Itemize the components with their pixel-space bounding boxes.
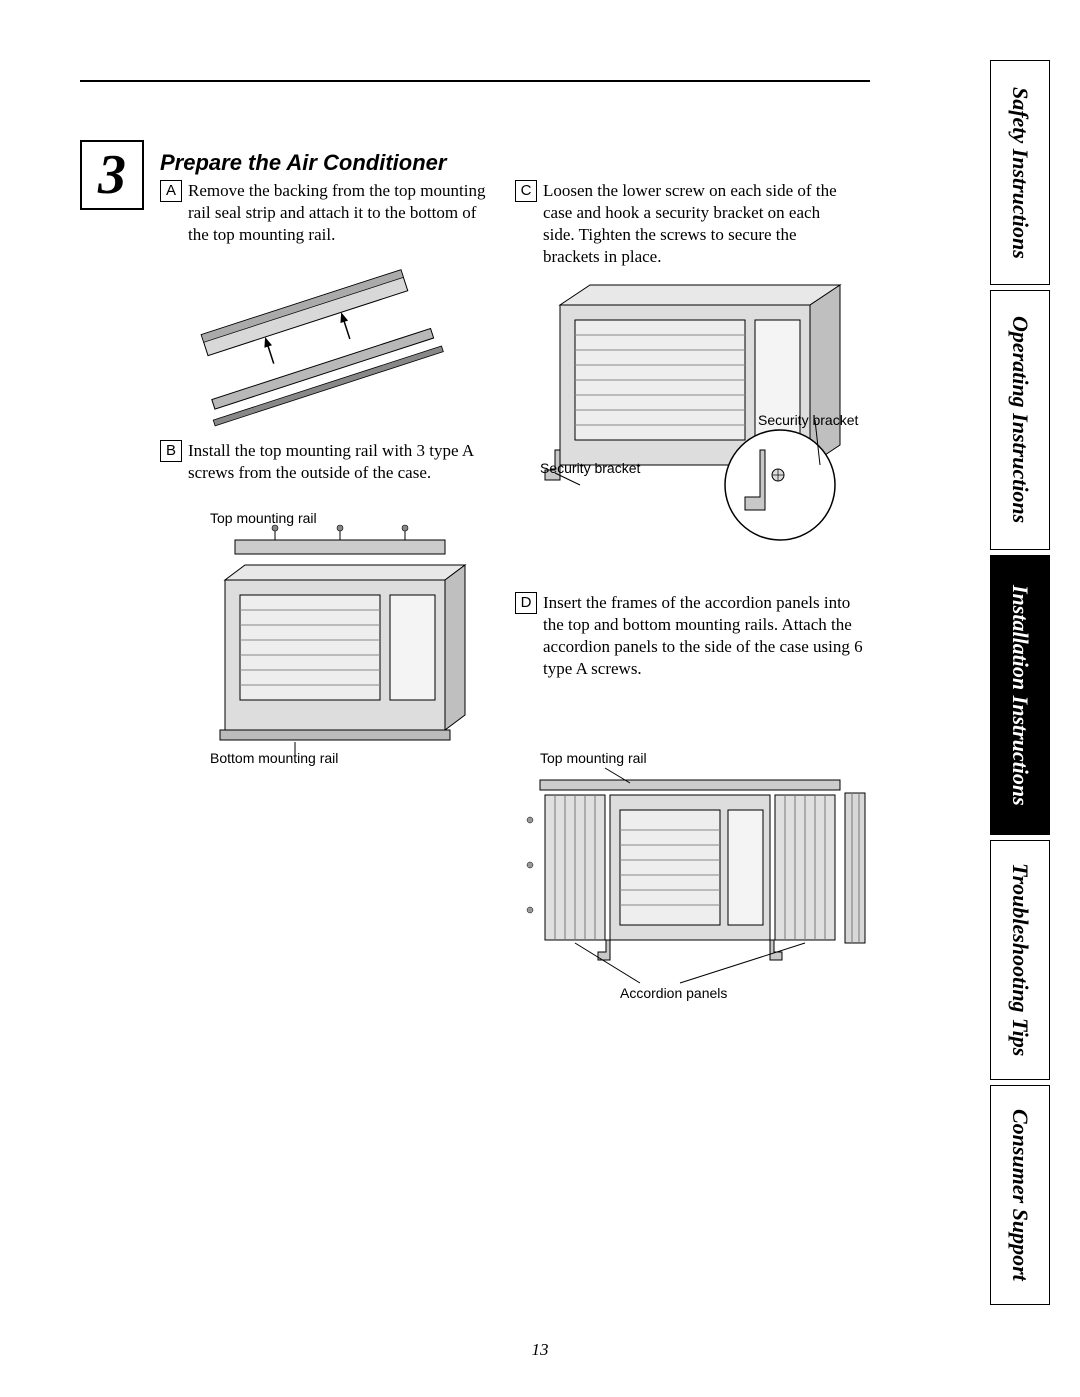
tab-label: Installation Instructions <box>1007 585 1033 806</box>
letter-box-c: C <box>515 180 537 202</box>
side-tabs: Safety Instructions Operating Instructio… <box>960 50 1080 1350</box>
tab-troubleshooting-tips[interactable]: Troubleshooting Tips <box>990 840 1050 1080</box>
figure-a <box>170 250 460 440</box>
rail-strip-illustration <box>170 250 460 440</box>
page-number: 13 <box>532 1340 549 1377</box>
tab-label: Troubleshooting Tips <box>1007 863 1033 1056</box>
tab-installation-instructions[interactable]: Installation Instructions <box>990 555 1050 835</box>
tab-operating-instructions[interactable]: Operating Instructions <box>990 290 1050 550</box>
label-security-bracket-right: Security bracket <box>758 412 858 428</box>
figure-b <box>195 510 475 760</box>
tab-consumer-support[interactable]: Consumer Support <box>990 1085 1050 1305</box>
instruction-a-text: Remove the backing from the top mounting… <box>188 180 490 246</box>
instruction-d-text: Insert the frames of the accordion panel… <box>543 592 865 680</box>
letter-box-b: B <box>160 440 182 462</box>
tab-label: Consumer Support <box>1007 1109 1033 1281</box>
instruction-b-text: Install the top mounting rail with 3 typ… <box>188 440 490 484</box>
figure-d <box>510 765 870 990</box>
instruction-c: C Loosen the lower screw on each side of… <box>515 180 855 268</box>
label-security-bracket-left: Security bracket <box>540 460 640 476</box>
instruction-c-text: Loosen the lower screw on each side of t… <box>543 180 855 268</box>
instruction-a: A Remove the backing from the top mounti… <box>160 180 490 246</box>
step-number: 3 <box>98 143 126 207</box>
instruction-b: B Install the top mounting rail with 3 t… <box>160 440 490 484</box>
tab-label: Safety Instructions <box>1007 87 1033 259</box>
label-top-mounting-rail-2: Top mounting rail <box>540 750 647 766</box>
horizontal-rule <box>80 80 870 82</box>
section-title: Prepare the Air Conditioner <box>160 150 446 176</box>
label-accordion-panels: Accordion panels <box>620 985 727 1001</box>
ac-accordion-panels-illustration <box>510 765 870 990</box>
letter-box-a: A <box>160 180 182 202</box>
instruction-d: D Insert the frames of the accordion pan… <box>515 592 865 680</box>
label-bottom-mounting-rail: Bottom mounting rail <box>210 750 338 766</box>
letter-box-d: D <box>515 592 537 614</box>
tab-safety-instructions[interactable]: Safety Instructions <box>990 60 1050 285</box>
tab-label: Operating Instructions <box>1007 316 1033 523</box>
step-number-box: 3 <box>80 140 144 210</box>
ac-case-top-rail-illustration <box>195 510 475 760</box>
